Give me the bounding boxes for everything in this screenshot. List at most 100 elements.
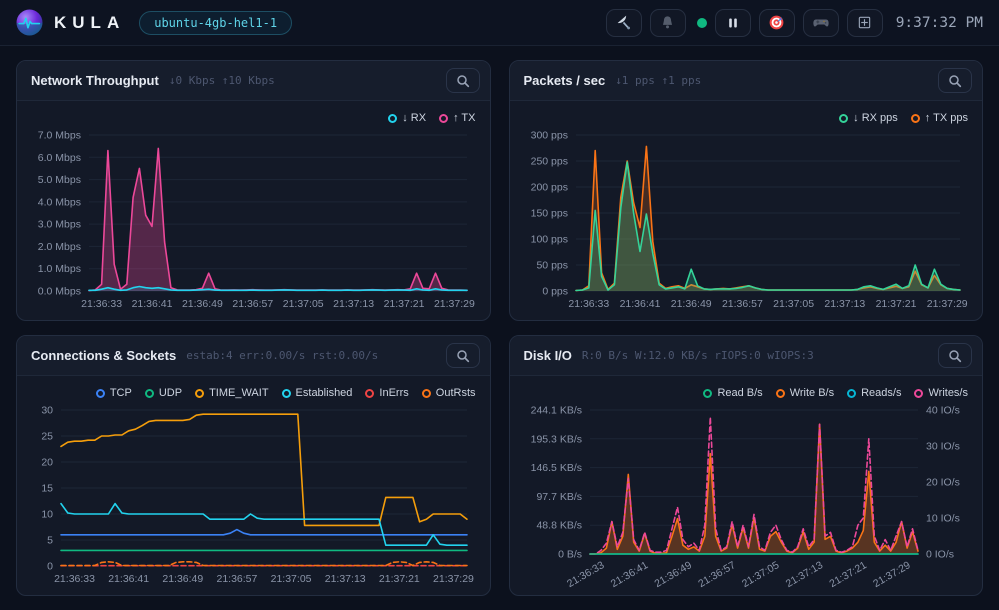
legend-item[interactable]: Established [281,387,352,399]
satellite-dish-icon [617,15,631,30]
panel-disk-io: Disk I/O R:0 B/s W:12.0 KB/s rIOPS:0 wIO… [508,335,983,596]
legend-label: TIME_WAIT [209,387,269,399]
clock: 9:37:32 PM [895,14,983,31]
legend-item[interactable]: ↓ RX [388,112,426,124]
network-throughput-chart: 0.0 Mbps 1.0 Mbps 2.0 Mbps 3.0 Mbps 4.0 Mbps… [38,130,475,311]
svg-text:5: 5 [47,535,53,547]
legend-label: Write B/s [789,387,835,399]
legend-item[interactable]: Write B/s [775,387,835,399]
legend-label: Read B/s [717,387,763,399]
svg-text:0: 0 [47,561,53,573]
svg-text:250 pps: 250 pps [530,156,567,168]
panel-title: Packets / sec [523,73,606,88]
game-button[interactable] [802,8,839,37]
legend-swatch-icon [144,388,154,398]
grid-icon [858,16,871,29]
pause-icon [728,18,737,27]
svg-text:195.3 KB/s: 195.3 KB/s [530,433,581,445]
packets-per-sec-chart: 0 pps 50 pps 100 pps 150 pps 200 pps 250 pps 3… [530,130,967,311]
panel-packets-body: ↓ RX pps ↑ TX pps 0 pps 50 pps 100 pps 150 p… [510,101,983,317]
svg-text:21:37:21: 21:37:21 [384,298,425,310]
legend-item[interactable]: Reads/s [847,387,901,399]
legend-swatch-icon [910,113,920,123]
svg-text:21:36:41: 21:36:41 [619,298,660,310]
legend-item[interactable]: OutRsts [421,387,476,399]
search-icon [456,349,469,362]
legend-item[interactable]: Read B/s [703,387,763,399]
legend-item[interactable]: ↑ TX [439,112,476,124]
svg-text:25: 25 [41,431,53,443]
search-icon [949,349,962,362]
legend-label: ↓ RX [402,112,427,124]
connections-sockets-chart: 0 5 10 15 20 25 30 21:36:33 21:36:41 21:36:49 21:3… [41,405,474,586]
legend-swatch-icon [839,113,849,123]
svg-text:21:37:05: 21:37:05 [283,298,324,310]
svg-text:21:36:41: 21:36:41 [108,573,149,585]
svg-text:21:37:21: 21:37:21 [379,573,420,585]
legend-label: OutRsts [435,387,476,399]
svg-text:21:37:05: 21:37:05 [739,559,781,588]
legend-item[interactable]: UDP [144,387,182,399]
svg-text:21:36:49: 21:36:49 [652,559,694,588]
panel-zoom-button[interactable] [938,68,972,93]
svg-text:21:37:29: 21:37:29 [433,573,474,585]
legend-item[interactable]: InErrs [365,387,409,399]
svg-text:21:36:33: 21:36:33 [81,298,122,310]
panel-subtitle: ↓1 pps ↑1 pps [615,74,702,87]
panel-connections-sockets: Connections & Sockets estab:4 err:0.00/s… [16,335,491,596]
satellite-button[interactable] [605,8,642,37]
svg-text:0 IO/s: 0 IO/s [926,549,954,561]
packets-legend: ↓ RX pps ↑ TX pps [524,109,968,127]
host-badge[interactable]: ubuntu-4gb-hel1-1 [139,10,293,35]
svg-text:21:37:21: 21:37:21 [827,559,869,588]
svg-text:21:36:57: 21:36:57 [696,559,738,588]
panel-title: Disk I/O [523,348,572,363]
svg-text:21:37:29: 21:37:29 [926,298,967,310]
legend-item[interactable]: TIME_WAIT [195,387,269,399]
svg-text:21:36:49: 21:36:49 [182,298,223,310]
panel-zoom-button[interactable] [445,343,480,368]
panel-subtitle: R:0 B/s W:12.0 KB/s rIOPS:0 wIOPS:3 [581,349,814,362]
svg-text:21:37:13: 21:37:13 [783,559,825,588]
legend-item[interactable]: TCP [95,387,132,399]
panel-network-body: ↓ RX ↑ TX 0.0 Mbps 1.0 Mbps 2.0 Mbps 3.0 Mbp… [17,101,490,317]
svg-text:21:37:13: 21:37:13 [325,573,366,585]
target-button[interactable] [758,8,795,37]
svg-text:21:36:41: 21:36:41 [608,559,650,588]
svg-text:146.5 KB/s: 146.5 KB/s [530,462,581,474]
connections-legend: TCP UDP TIME_WAIT Established InErrs OutRsts [31,384,476,402]
app-logo-icon [16,9,43,36]
svg-text:100 pps: 100 pps [530,234,567,246]
disk-io-chart: 0 B/s 48.8 KB/s 97.7 KB/s 146.5 KB/s 195.3 K… [530,405,960,589]
legend-swatch-icon [775,388,785,398]
legend-swatch-icon [914,388,924,398]
svg-text:21:36:33: 21:36:33 [565,559,607,588]
panel-network-throughput: Network Throughput ↓0 Kbps ↑10 Kbps ↓ RX… [16,60,491,321]
svg-text:21:37:21: 21:37:21 [875,298,916,310]
notifications-button[interactable] [649,8,686,37]
game-controller-icon [813,19,829,26]
svg-text:48.8 KB/s: 48.8 KB/s [536,520,582,532]
svg-text:0 pps: 0 pps [542,286,568,298]
legend-item[interactable]: ↓ RX pps [839,112,898,124]
legend-swatch-icon [421,388,431,398]
svg-text:6.0 Mbps: 6.0 Mbps [38,152,81,164]
status-dot [696,17,707,28]
disk-legend: Read B/s Write B/s Reads/s Writes/s [524,384,968,402]
legend-item[interactable]: ↑ TX pps [910,112,968,124]
svg-text:21:36:49: 21:36:49 [162,573,203,585]
panel-packets-head: Packets / sec ↓1 pps ↑1 pps [509,61,982,101]
svg-text:21:36:33: 21:36:33 [54,573,95,585]
top-bar: KULA ubuntu-4gb-hel1-1 [0,0,999,46]
layout-grid-button[interactable] [846,8,883,37]
svg-text:7.0 Mbps: 7.0 Mbps [38,130,81,142]
panel-zoom-button[interactable] [445,68,480,93]
panel-zoom-button[interactable] [938,343,972,368]
panel-disk-body: Read B/s Write B/s Reads/s Writes/s 0 B/s 48… [510,376,983,592]
svg-text:21:36:33: 21:36:33 [568,298,609,310]
svg-text:10 IO/s: 10 IO/s [926,513,960,525]
legend-item[interactable]: Writes/s [914,387,968,399]
svg-text:21:37:29: 21:37:29 [434,298,475,310]
svg-text:2.0 Mbps: 2.0 Mbps [38,241,81,253]
pause-button[interactable] [714,8,751,37]
